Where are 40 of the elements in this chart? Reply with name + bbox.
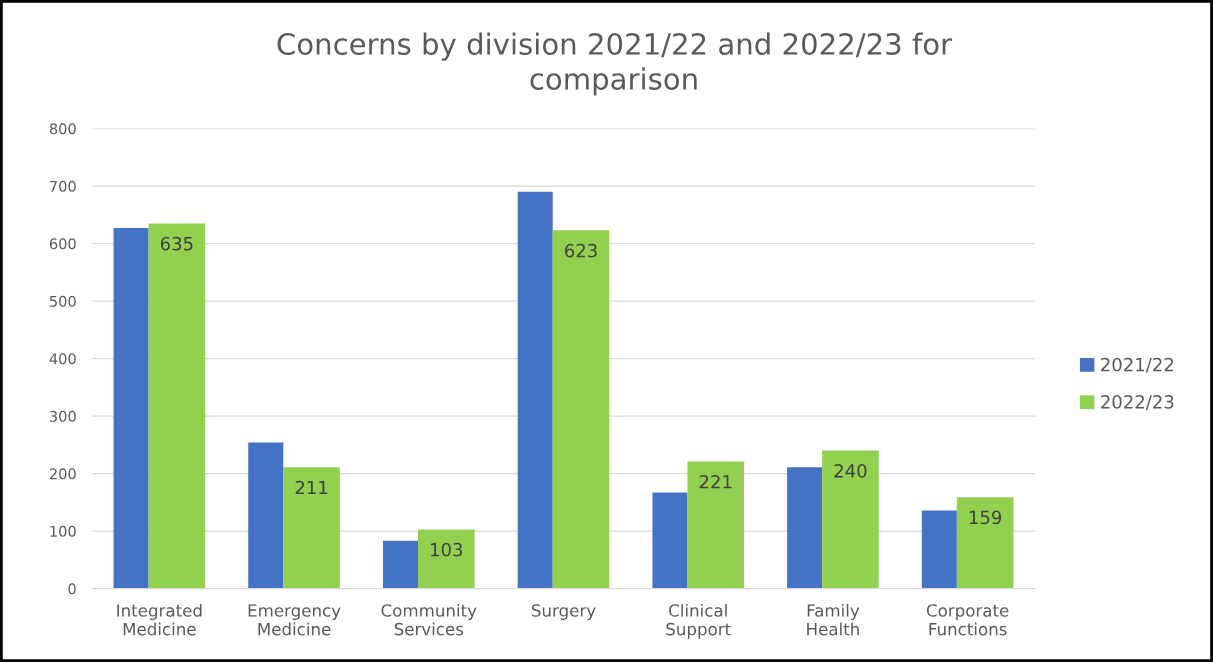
- data-label: 635: [160, 236, 193, 251]
- x-tick-label: Emergency Medicine: [248, 604, 341, 636]
- y-tick-label: 800: [49, 123, 76, 135]
- bar: [382, 540, 419, 589]
- x-tick-label: Integrated Medicine: [117, 603, 202, 636]
- x-tick-label: Surgery: [531, 604, 596, 621]
- legend-label: 2022/23: [1101, 395, 1174, 411]
- data-label: 159: [969, 510, 1002, 525]
- bar: [787, 467, 823, 589]
- bar: [652, 492, 688, 589]
- chart-title: Concerns by division 2021/22 and 2022/23 for comparison: [277, 32, 953, 96]
- y-tick-label: 500: [50, 295, 76, 307]
- legend-label: 2021/22: [1101, 357, 1173, 373]
- bar: [956, 497, 1014, 589]
- bar: [148, 223, 206, 589]
- x-tick-label: Clinical Support: [666, 603, 731, 639]
- bar: [113, 228, 149, 589]
- data-label: 103: [431, 542, 463, 557]
- bar: [283, 467, 340, 589]
- y-tick-label: 200: [49, 468, 76, 480]
- x-tick-label: Community Services: [381, 603, 477, 636]
- bar: [822, 450, 879, 589]
- bar: [517, 191, 553, 589]
- bar: [552, 230, 610, 589]
- bar: [921, 510, 957, 589]
- bar: [687, 461, 745, 589]
- data-label: 623: [565, 243, 597, 258]
- y-tick-label: 700: [50, 180, 76, 192]
- y-tick-label: 400: [49, 353, 76, 365]
- bar: [248, 442, 284, 589]
- x-tick-label: Family Health: [807, 603, 860, 636]
- bar: [418, 529, 475, 589]
- data-label: 221: [699, 474, 732, 489]
- y-tick-label: 300: [50, 410, 76, 422]
- y-tick-label: 0: [68, 583, 76, 595]
- data-label: 211: [295, 480, 328, 495]
- data-label: 240: [834, 464, 867, 478]
- y-tick-label: 100: [50, 525, 76, 537]
- x-tick-label: Corporate Functions: [926, 604, 1009, 636]
- y-tick-label: 600: [49, 238, 76, 250]
